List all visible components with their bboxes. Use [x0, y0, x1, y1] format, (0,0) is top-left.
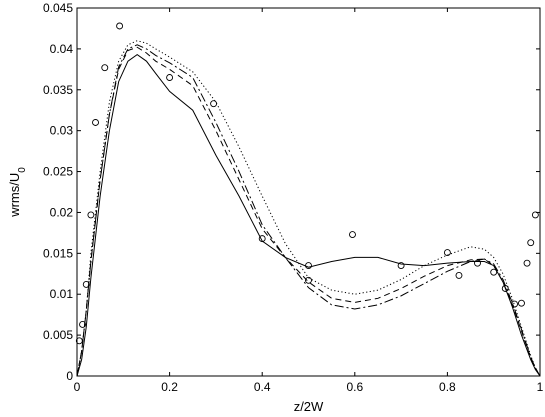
data-point-marker [305, 262, 312, 270]
y-tick-label: 0.02 [50, 205, 74, 219]
y-tick-label: 0 [66, 369, 73, 383]
axes-frame [76, 7, 541, 377]
y-tick-label: 0.04 [50, 42, 74, 56]
data-point-marker [523, 259, 531, 267]
data-point-marker [474, 259, 481, 267]
x-tick-label: 0 [74, 380, 81, 394]
x-axis-label: z/2W [294, 399, 324, 414]
y-axis-label-subscript: 0 [17, 167, 28, 173]
data-point-marker [349, 231, 356, 238]
data-point-marker [397, 262, 405, 270]
data-point-marker [501, 285, 509, 292]
y-axis-label: wrms/U0 [7, 167, 28, 218]
y-tick-label: 0.025 [43, 165, 73, 179]
series-line-dashed [76, 46, 541, 377]
data-point-marker [210, 100, 218, 108]
plot-area [75, 22, 541, 377]
series-line-dashdot [76, 44, 541, 377]
data-point-marker [79, 321, 87, 328]
x-tick-label: 1 [537, 380, 544, 394]
x-tick-label: 0.6 [346, 380, 363, 394]
x-tick-label: 0.8 [439, 380, 456, 394]
data-point-marker [527, 239, 535, 247]
data-point-marker [511, 300, 518, 308]
x-tick-label: 0.2 [161, 380, 178, 394]
y-tick-label: 0.045 [43, 1, 73, 15]
y-tick-label: 0.035 [43, 83, 73, 97]
y-tick-label: 0.005 [43, 328, 73, 342]
y-tick-label: 0.015 [43, 246, 73, 260]
data-point-marker [116, 22, 124, 30]
data-point-marker [82, 280, 90, 288]
data-point-marker [518, 299, 525, 307]
data-point-marker [75, 337, 83, 345]
data-point-marker [305, 276, 312, 284]
data-point-marker [455, 271, 463, 279]
data-point-marker [101, 64, 109, 72]
axis-ticks: 0 0.2 0.4 0.6 0.8 1 0 0.005 0.01 0.015 0.02 0.025 0.… [43, 1, 544, 394]
data-point-marker [490, 268, 498, 276]
data-point-marker [258, 235, 266, 243]
data-point-marker [443, 249, 451, 256]
x-tick-label: 0.4 [254, 380, 271, 394]
y-axis-label-main: wrms/U [7, 173, 22, 218]
data-point-marker [531, 211, 539, 219]
data-point-marker [166, 74, 174, 81]
y-tick-label: 0.01 [50, 287, 74, 301]
y-tick-label: 0.03 [50, 124, 74, 138]
data-point-marker [92, 119, 99, 126]
data-point-marker [87, 211, 95, 219]
